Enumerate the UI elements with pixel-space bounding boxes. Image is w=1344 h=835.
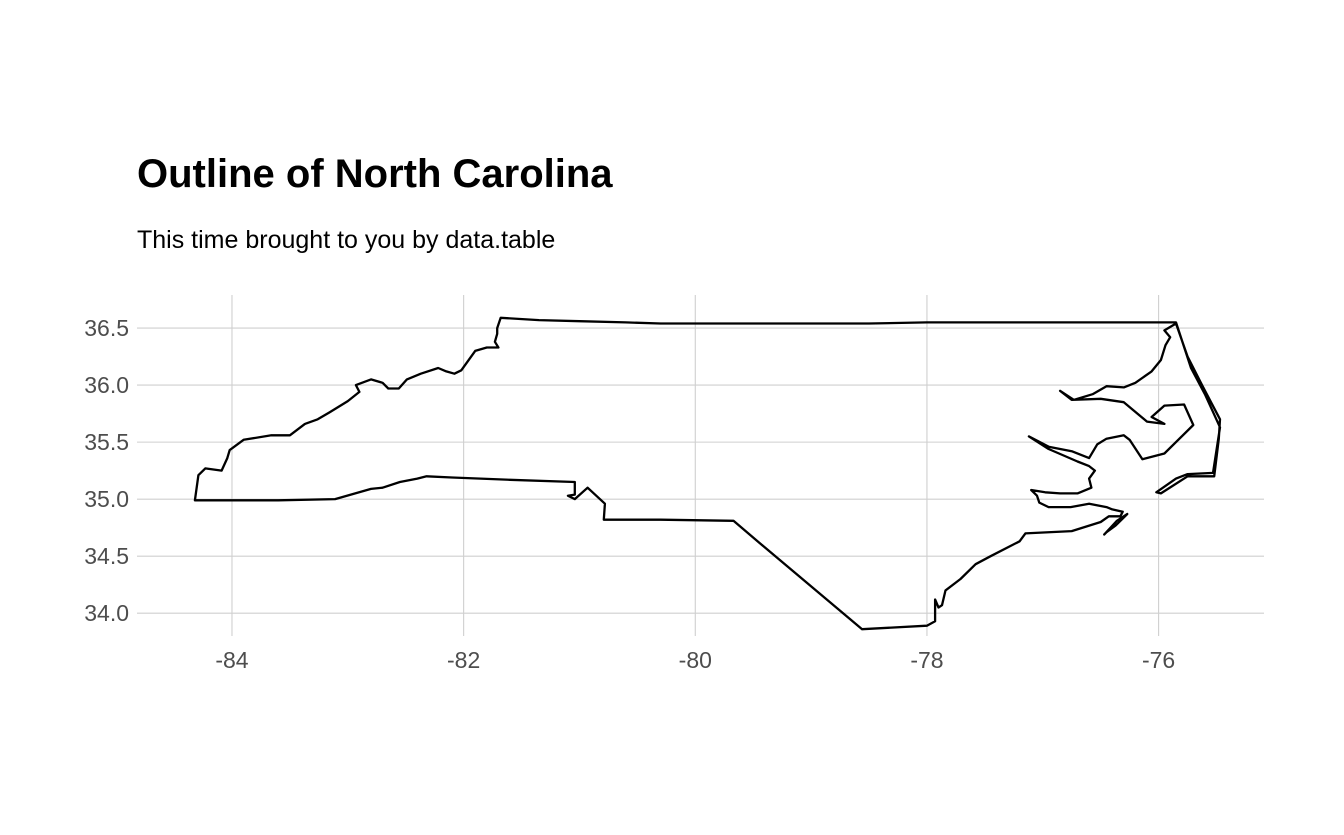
- y-tick-label: 34.5: [84, 543, 129, 569]
- outline-line: [193, 316, 1222, 631]
- chart-subtitle: This time brought to you by data.table: [137, 226, 555, 254]
- x-tick-label: -76: [1142, 647, 1175, 673]
- outline-line: [1103, 512, 1129, 536]
- y-tick-label: 36.0: [84, 372, 129, 398]
- outline-series: [193, 316, 1222, 631]
- y-tick-label: 35.0: [84, 486, 129, 512]
- chart-title: Outline of North Carolina: [137, 152, 613, 196]
- gridlines: [137, 295, 1264, 636]
- y-tick-label: 36.5: [84, 315, 129, 341]
- y-tick-label: 34.0: [84, 600, 129, 626]
- x-tick-label: -84: [215, 647, 248, 673]
- x-tick-label: -78: [910, 647, 943, 673]
- x-tick-label: -82: [447, 647, 480, 673]
- axis-tick-labels: -84 -82 -80 -78 -76 34.0 34.5 35.0 35.5 36.0 36.5: [84, 315, 1175, 673]
- x-tick-label: -80: [679, 647, 712, 673]
- y-tick-label: 35.5: [84, 429, 129, 455]
